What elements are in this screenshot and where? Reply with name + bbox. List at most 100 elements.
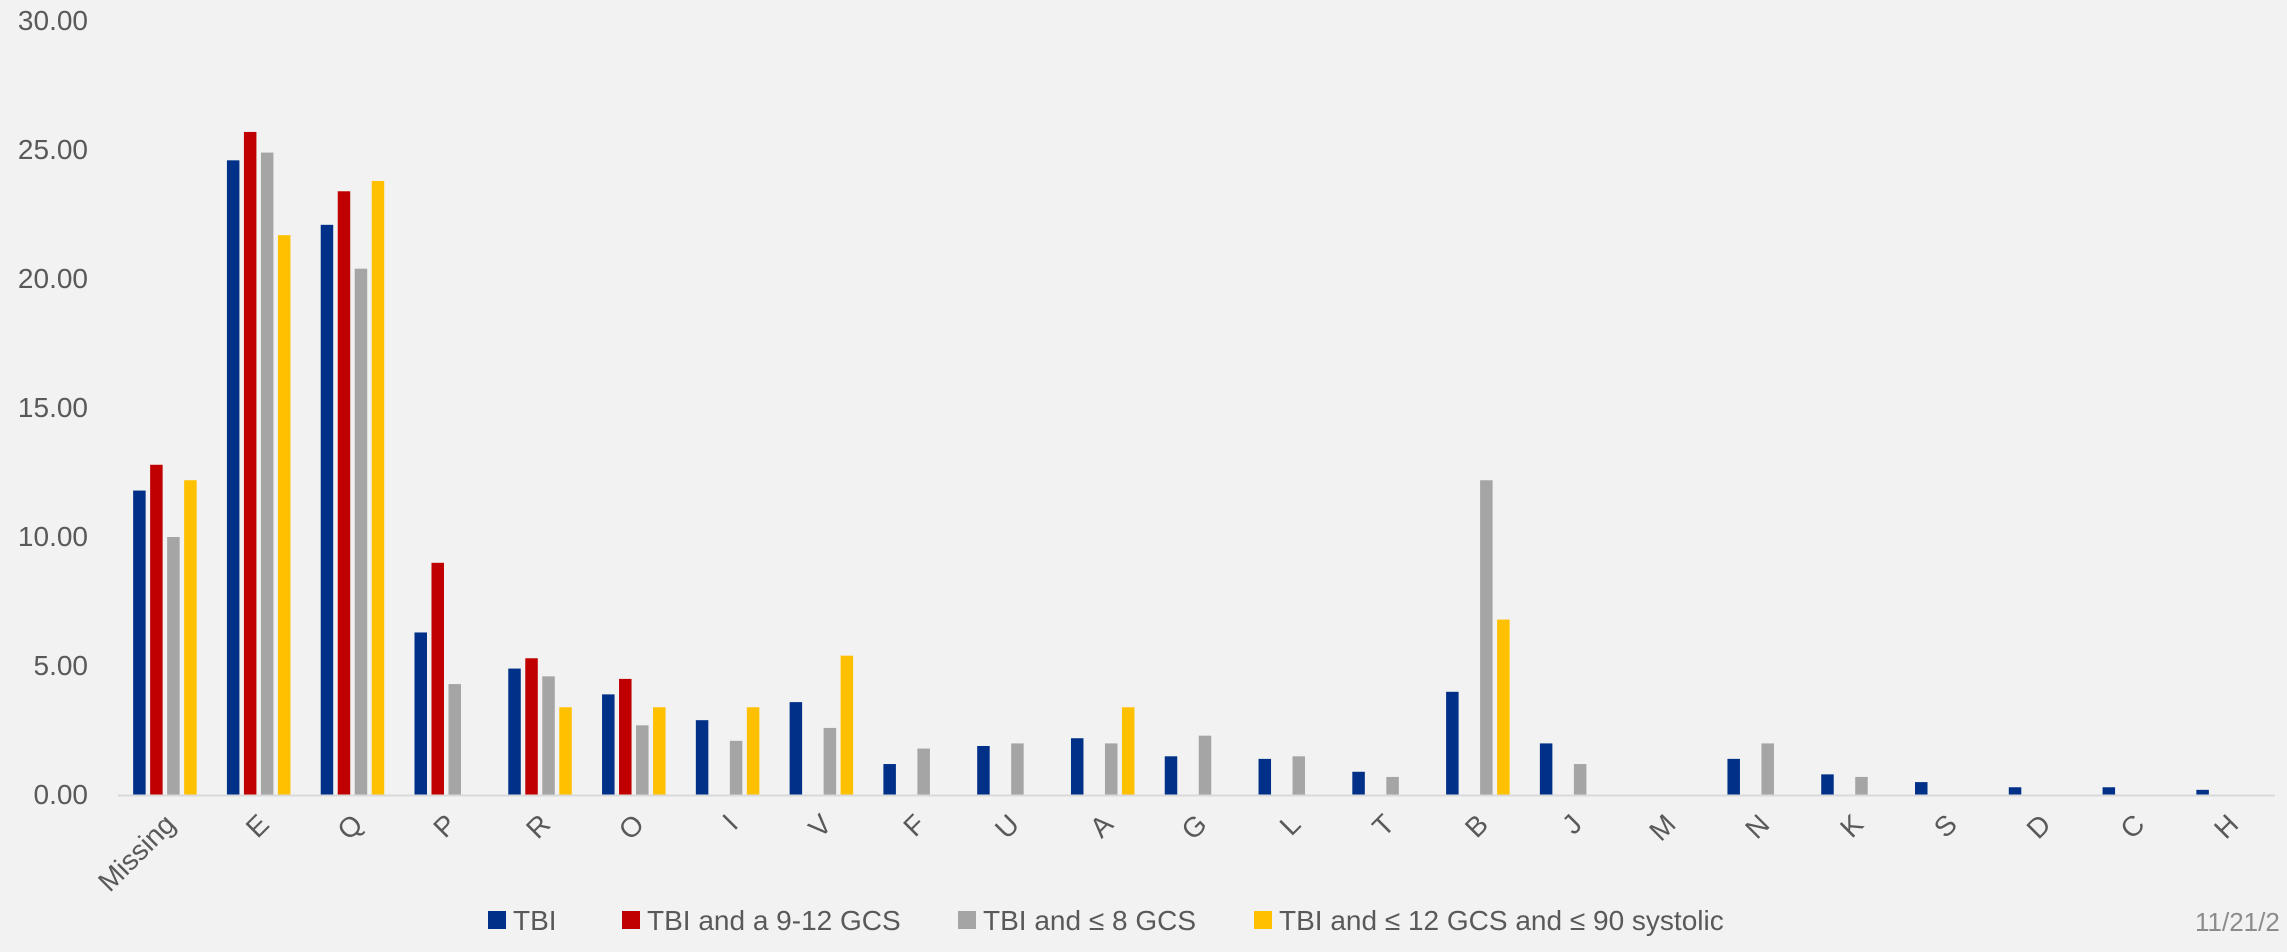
bar [320, 224, 334, 795]
bar [1446, 691, 1459, 795]
bar [1258, 758, 1272, 795]
y-tick-label: 20.00 [18, 263, 88, 294]
bar [371, 180, 385, 795]
bar [542, 676, 555, 795]
bar [1352, 771, 1365, 795]
x-tick-label: N [1739, 808, 1775, 844]
legend-item: TBI and a 9-12 GCS [622, 905, 901, 936]
bar [414, 632, 427, 795]
x-tick-label: A [1084, 808, 1119, 843]
bar [167, 537, 180, 795]
y-tick-label: 25.00 [18, 134, 88, 165]
y-tick-label: 15.00 [18, 392, 88, 423]
bar [619, 678, 632, 795]
bar [1198, 735, 1212, 795]
bar [1497, 619, 1510, 795]
x-tick-label: F [897, 808, 931, 842]
x-tick-label: B [1459, 808, 1494, 843]
bar [1104, 743, 1118, 795]
bar [1727, 758, 1740, 795]
legend-swatch [1254, 911, 1272, 929]
bar [883, 764, 896, 795]
bar [1164, 756, 1178, 795]
bar [917, 748, 930, 795]
legend-label: TBI [513, 905, 557, 936]
bar [729, 740, 743, 795]
legend-swatch [958, 911, 976, 929]
x-tick-label: V [802, 808, 837, 843]
y-tick-label: 10.00 [18, 521, 88, 552]
bar [1292, 756, 1306, 795]
x-tick-label: C [2114, 808, 2150, 844]
legend-item: TBI and ≤ 8 GCS [958, 905, 1196, 936]
bar [448, 684, 461, 795]
legend-item: TBI [488, 905, 557, 936]
x-tick-label: D [2021, 808, 2057, 844]
bar [789, 702, 803, 795]
bar [1386, 776, 1399, 795]
x-axis: Missing E Q P R O I V F U A G L T B J M N K S D C H [92, 794, 2275, 897]
bar [260, 152, 274, 795]
x-tick-label: O [613, 808, 650, 845]
x-tick-label: Q [331, 808, 368, 845]
bar [823, 727, 837, 795]
bar [1915, 782, 1928, 795]
bar [1539, 743, 1553, 795]
bar [243, 131, 257, 795]
bar [1761, 743, 1774, 795]
bar [636, 725, 649, 795]
legend-label: TBI and ≤ 8 GCS [983, 905, 1196, 936]
bar [525, 658, 538, 795]
y-tick-label: 0.00 [34, 779, 89, 810]
x-tick-label: L [1274, 808, 1307, 841]
bar [602, 694, 615, 795]
x-tick-label: P [427, 808, 462, 843]
x-tick-label: T [1366, 808, 1400, 842]
y-tick-label: 30.00 [18, 5, 88, 36]
bar [1070, 738, 1084, 795]
bar [653, 707, 666, 795]
x-tick-label: U [989, 808, 1025, 844]
legend-label: TBI and a 9-12 GCS [647, 905, 901, 936]
bar [2102, 787, 2116, 795]
legend-swatch [622, 911, 640, 929]
bar [508, 668, 521, 795]
bar [1855, 776, 1868, 795]
x-tick-label: E [240, 808, 275, 843]
bar [840, 655, 854, 795]
bar [746, 707, 760, 795]
bar-series-group [133, 131, 2209, 795]
bar [1121, 707, 1135, 795]
x-tick-label: K [1834, 808, 1869, 843]
y-axis: 0.00 5.00 10.00 15.00 20.00 25.00 30.00 [18, 5, 88, 810]
bar [1480, 480, 1493, 795]
bar [431, 562, 444, 795]
footer-date: 11/21/2 [2195, 907, 2280, 937]
legend-swatch [488, 911, 506, 929]
x-tick-label: Missing [92, 808, 181, 897]
bar [1821, 774, 1834, 795]
bar [150, 464, 163, 795]
bar [695, 720, 709, 795]
x-tick-label: G [1175, 808, 1212, 845]
legend-item: TBI and ≤ 12 GCS and ≤ 90 systolic [1254, 905, 1724, 936]
x-tick-label: M [1643, 808, 1681, 846]
x-tick-label: I [716, 808, 743, 835]
x-tick-label: R [520, 808, 556, 844]
legend-label: TBI and ≤ 12 GCS and ≤ 90 systolic [1279, 905, 1724, 936]
bar [977, 745, 990, 795]
x-tick-label: H [2208, 808, 2244, 844]
x-tick-label: J [1556, 808, 1588, 840]
bar [337, 191, 351, 795]
x-tick-label: S [1928, 808, 1963, 843]
bar [354, 268, 368, 795]
bar [559, 707, 572, 795]
bar [226, 160, 240, 795]
bar [2008, 787, 2022, 795]
bar [2196, 789, 2209, 795]
chart-legend: TBI TBI and a 9-12 GCS TBI and ≤ 8 GCS TBI … [488, 905, 1724, 936]
y-tick-label: 5.00 [34, 650, 89, 681]
bar [1573, 764, 1587, 795]
bar [133, 490, 146, 795]
